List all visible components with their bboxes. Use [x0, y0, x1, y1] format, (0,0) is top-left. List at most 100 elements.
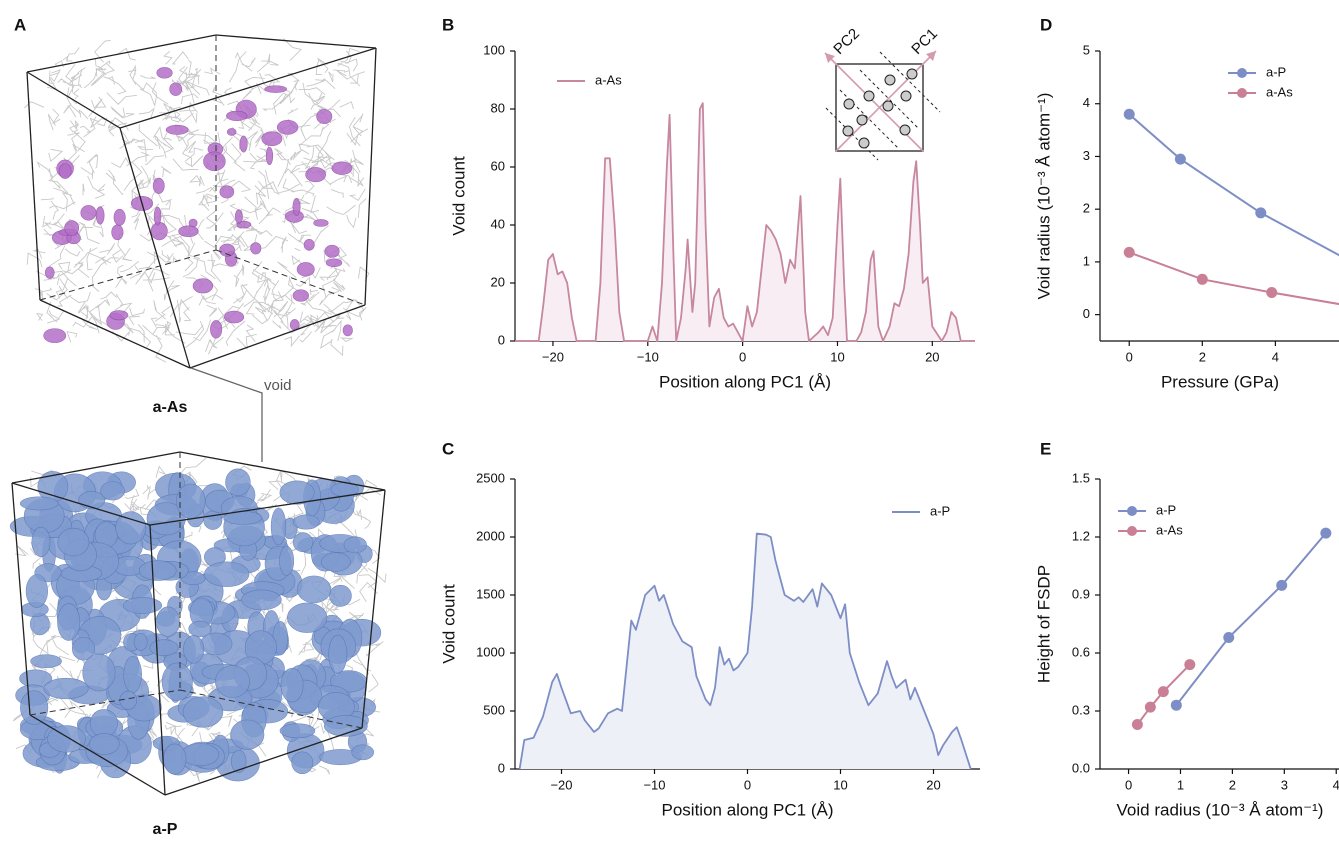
y-tick-label: 0.3: [1072, 702, 1090, 717]
void-blob: [203, 510, 223, 530]
y-tick-label: 2000: [476, 528, 505, 543]
void-blob: [225, 468, 251, 497]
chart: D0246012345Pressure (GPa)Void radius (10…: [1034, 15, 1339, 391]
inset-arrowhead: [926, 51, 936, 61]
cube-hidden-edge: [29, 689, 181, 716]
inset-plane: [879, 51, 941, 113]
void-blob: [239, 135, 248, 153]
chart: C −20 −10 0 10 20 0 500 1000 1500 2000 2500 Position…: [439, 439, 980, 819]
void-blob: [156, 67, 173, 79]
x-tick-label: 3: [1281, 777, 1288, 792]
x-tick-label: 10: [833, 777, 847, 792]
legend-label: a-As: [1266, 84, 1293, 99]
legend-marker: [1237, 88, 1247, 98]
atom-network: [24, 38, 370, 363]
inset-atom: [856, 114, 868, 126]
void-blob: [88, 733, 120, 755]
void-blob: [264, 85, 288, 93]
x-tick-label: −10: [643, 777, 665, 792]
void-blob: [30, 654, 62, 669]
inset-label: PC1: [908, 25, 941, 58]
void-blob: [109, 310, 129, 321]
y-tick-label: 0: [498, 760, 505, 775]
cube-hidden-edge: [179, 689, 363, 729]
panel-letter: C: [442, 439, 454, 458]
chart: E 0 1 2 3 4 0.0 0.3 0.6 0.9 1.2 1.5 Void radius (10⁻…: [1034, 439, 1339, 819]
void-blob: [133, 632, 148, 651]
void-blob: [71, 636, 96, 661]
inset-plane: [859, 69, 919, 129]
legend-label: a-P: [930, 503, 950, 518]
void-blob: [182, 696, 224, 728]
cube-edge: [149, 489, 386, 526]
x-axis-title: Void radius (10⁻³ Å atom⁻¹): [1117, 800, 1324, 819]
void-blob: [292, 289, 309, 302]
y-axis-title: Void count: [449, 156, 468, 236]
void-blob: [261, 131, 283, 147]
inset-atom: [899, 124, 911, 136]
void-blob: [270, 507, 287, 546]
data-point: [1266, 286, 1278, 298]
x-tick-label: 1: [1177, 777, 1184, 792]
data-point: [1184, 659, 1196, 671]
void-blob: [343, 536, 367, 554]
data-line: [1128, 113, 1339, 257]
void-blob: [323, 715, 368, 737]
x-tick-label: 0: [1126, 349, 1133, 364]
void-pointer: [190, 367, 263, 462]
x-tick-label: −20: [550, 777, 572, 792]
void-annotation: void: [264, 377, 292, 394]
x-axis-title: Position along PC1 (Å): [659, 372, 831, 391]
void-blob: [47, 725, 86, 753]
inset-atom: [863, 90, 875, 102]
data-line: [518, 532, 972, 770]
cube-edge: [26, 71, 121, 129]
void-blob: [152, 177, 165, 194]
void-blob: [276, 120, 299, 135]
cube-edge: [149, 524, 166, 796]
x-tick-label: 0: [739, 349, 746, 364]
inset-arrowhead: [825, 53, 835, 63]
void-blob: [279, 723, 316, 739]
cube-edge: [11, 451, 181, 484]
void-blob: [325, 258, 343, 268]
legend-marker: [1127, 506, 1137, 516]
inset-atom: [843, 98, 855, 110]
void-blob: [183, 635, 205, 664]
void-blob: [20, 690, 49, 725]
data-point: [1174, 153, 1186, 165]
data-point: [1144, 701, 1156, 713]
void-blob: [165, 124, 189, 135]
y-tick-label: 1.5: [1072, 470, 1090, 485]
cube-edge: [119, 47, 377, 129]
structure-panel: Aa-As a-P void: [9, 15, 387, 838]
y-tick-label: 500: [483, 702, 505, 717]
void-blob: [163, 743, 187, 775]
y-tick-label: 0.6: [1072, 644, 1090, 659]
void-blob: [324, 244, 340, 258]
y-tick-label: 3: [1083, 148, 1090, 163]
void-blob: [316, 109, 333, 124]
structure-label: a-P: [153, 821, 178, 838]
x-tick-label: 2: [1199, 349, 1206, 364]
void-blob: [296, 262, 315, 277]
panel-letter: A: [14, 15, 26, 34]
panel-letter: B: [442, 15, 454, 34]
void-blob: [241, 589, 282, 611]
y-tick-label: 1.2: [1072, 528, 1090, 543]
y-axis-title: Height of FSDP: [1034, 565, 1053, 683]
void-blob: [265, 146, 274, 166]
void-blob: [122, 597, 163, 614]
void-blob: [224, 310, 245, 324]
y-tick-label: 60: [491, 158, 505, 173]
void-blob: [176, 483, 206, 519]
void-blob: [89, 709, 118, 738]
void-blob: [95, 206, 105, 225]
data-point: [1223, 632, 1235, 644]
y-tick-label: 0: [498, 332, 505, 347]
void-blob: [342, 324, 353, 337]
void-blob: [180, 743, 220, 767]
x-tick-label: 4: [1272, 349, 1279, 364]
